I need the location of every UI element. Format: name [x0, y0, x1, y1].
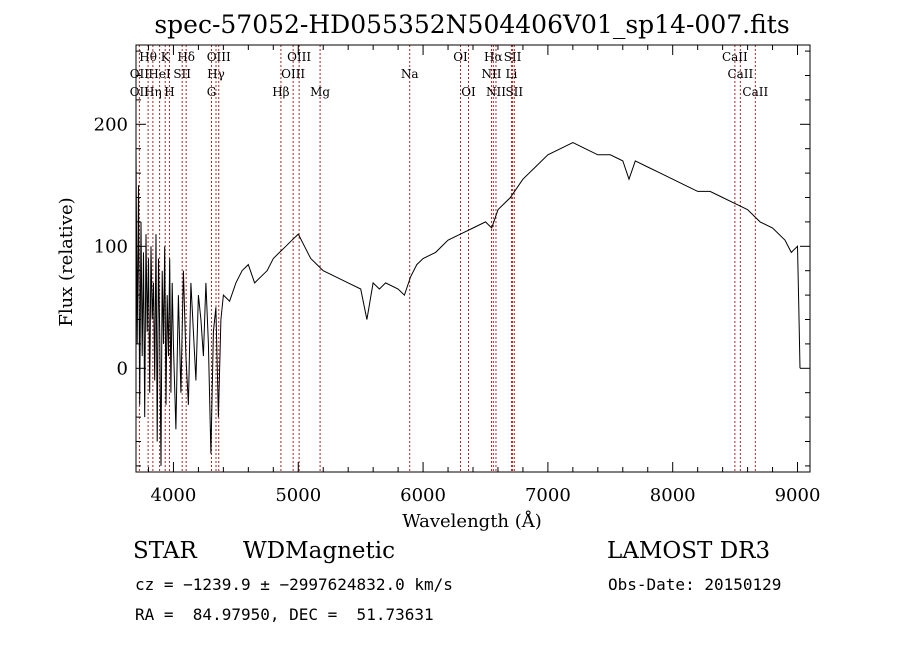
line-label-18: OI: [461, 85, 476, 99]
spectrum-line: [135, 142, 801, 466]
line-label-25: CaII: [722, 50, 748, 64]
object-class: STAR: [133, 538, 197, 564]
chart-title: spec-57052-HD055352N504406V01_sp14-007.f…: [154, 10, 789, 39]
line-label-20: NII: [481, 67, 501, 81]
line-label-12: Hβ: [272, 85, 289, 99]
line-label-14: OIII: [281, 67, 305, 81]
line-label-9: OIII: [207, 50, 231, 64]
x-tick-label-2: 6000: [400, 485, 446, 506]
line-label-15: Mg: [310, 85, 330, 99]
x-tick-label-4: 8000: [650, 485, 696, 506]
spectral-line-markers: [138, 45, 756, 472]
line-label-16: Na: [401, 67, 419, 81]
y-tick-label-0: 0: [117, 358, 128, 379]
line-label-7: H: [164, 85, 174, 99]
line-label-22: SII: [504, 50, 522, 64]
survey-name: LAMOST DR3: [607, 538, 771, 564]
y-axis-label: Flux (relative): [56, 197, 77, 326]
x-tick-label-3: 7000: [525, 485, 571, 506]
line-label-17: OI: [453, 50, 468, 64]
y-tick-label-2: 200: [94, 114, 128, 135]
x-axis-label: Wavelength (Å): [402, 510, 542, 532]
x-tick-label-5: 9000: [775, 485, 821, 506]
line-label-2: OII: [130, 85, 150, 99]
line-label-13: OIII: [287, 50, 311, 64]
x-tick-label-0: 4000: [151, 485, 197, 506]
x-tick-label-1: 5000: [275, 485, 321, 506]
line-label-21: NII: [486, 85, 506, 99]
line-label-24: SII: [505, 85, 523, 99]
line-label-4: HeI: [148, 67, 171, 81]
line-label-3: K: [161, 50, 171, 64]
line-label-23: Li: [506, 67, 518, 81]
redshift-velocity: cz = −1239.9 ± −2997624832.0 km/s: [135, 575, 453, 594]
line-label-1: OII: [130, 67, 150, 81]
line-label-27: CaII: [742, 85, 768, 99]
line-label-11: G: [207, 85, 217, 99]
line-label-26: CaII: [727, 67, 753, 81]
sky-coordinates: RA = 84.97950, DEC = 51.73631: [135, 605, 434, 624]
spectral-line-labels: Hθ OII OII K HeI Hη SII H Hδ OIII Hγ G Hβ OIII OIII Mg N…: [130, 50, 769, 99]
plot-frame: [135, 44, 811, 473]
y-axis-ticks: 0 100 200: [94, 50, 810, 467]
x-axis-ticks: 4000 5000 6000 7000 8000 9000: [147, 45, 821, 506]
object-subclass: WDMagnetic: [243, 538, 395, 564]
line-label-10: Hγ: [207, 67, 225, 81]
line-label-6: SII: [173, 67, 191, 81]
observation-date: Obs-Date: 20150129: [608, 575, 782, 594]
line-label-19: Hα: [484, 50, 503, 64]
y-tick-label-1: 100: [94, 236, 128, 257]
line-label-0: Hθ: [139, 50, 157, 64]
line-label-8: Hδ: [177, 50, 195, 64]
line-label-5: Hη: [144, 85, 162, 99]
